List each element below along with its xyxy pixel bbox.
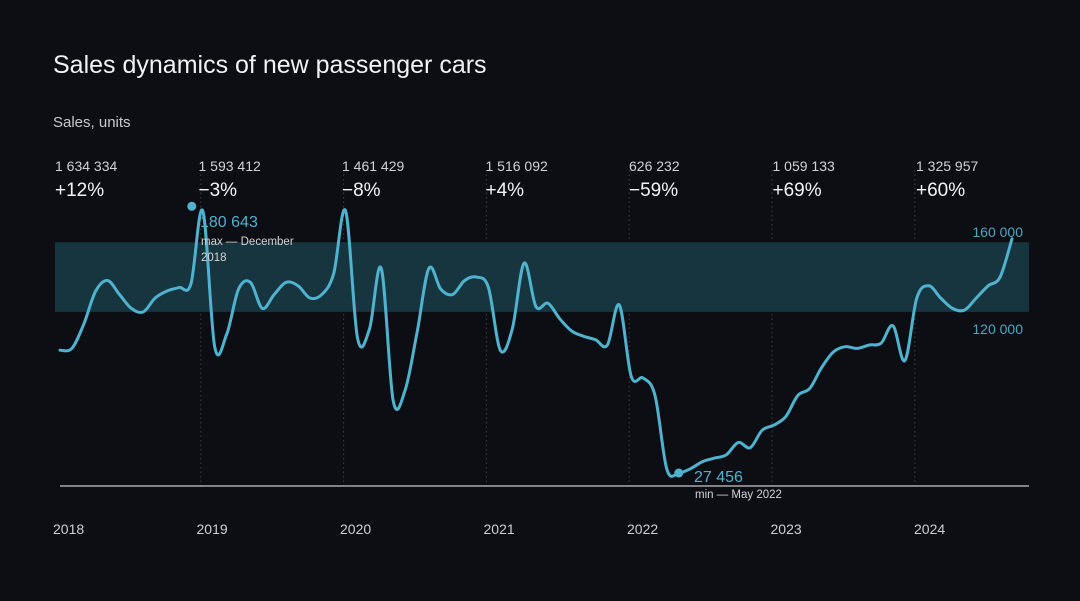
- annual-change: +4%: [486, 180, 525, 201]
- x-tick-label: 2022: [627, 521, 658, 537]
- target-range-band: [55, 242, 1029, 312]
- min-point: [674, 468, 684, 478]
- x-tick-label: 2024: [914, 521, 945, 537]
- min-value-label: 27 456: [694, 469, 743, 486]
- annual-total: 1 461 429: [342, 158, 404, 174]
- band-upper-label: 160 000: [972, 224, 1023, 240]
- annual-change: −8%: [342, 180, 381, 201]
- annual-total: 1 325 957: [916, 158, 978, 174]
- annual-summary: 1 634 334 +12% 1 593 412 −3% 1 461 429 −8% 1 5…: [55, 158, 978, 201]
- max-value-label: 180 643: [200, 214, 258, 231]
- max-note-line1: max — December: [201, 236, 294, 248]
- band-lower-label: 120 000: [972, 321, 1023, 337]
- x-tick-label: 2019: [197, 521, 228, 537]
- annual-change: +69%: [773, 180, 822, 201]
- annual-total: 1 059 133: [773, 158, 835, 174]
- y-axis-label: Sales, units: [53, 114, 131, 131]
- annual-total: 626 232: [629, 158, 680, 174]
- annual-change: −3%: [199, 180, 238, 201]
- chart-title: Sales dynamics of new passenger cars: [53, 51, 487, 79]
- min-note: min — May 2022: [695, 489, 782, 501]
- annual-total: 1 634 334: [55, 158, 117, 174]
- x-tick-label: 2018: [53, 521, 84, 537]
- x-tick-label: 2023: [771, 521, 802, 537]
- x-axis-ticks: 2018 2019 2020 2021 2022 2023 2024: [53, 521, 945, 537]
- annual-change: −59%: [629, 180, 678, 201]
- annual-total: 1 516 092: [486, 158, 548, 174]
- x-tick-label: 2021: [484, 521, 515, 537]
- max-point: [187, 201, 197, 211]
- year-gridlines: [200, 170, 916, 486]
- max-note-line2: 2018: [201, 252, 227, 264]
- sales-line: [58, 208, 1014, 478]
- annual-change: +60%: [916, 180, 965, 201]
- annual-total: 1 593 412: [199, 158, 261, 174]
- annual-change: +12%: [55, 180, 104, 201]
- x-tick-label: 2020: [340, 521, 371, 537]
